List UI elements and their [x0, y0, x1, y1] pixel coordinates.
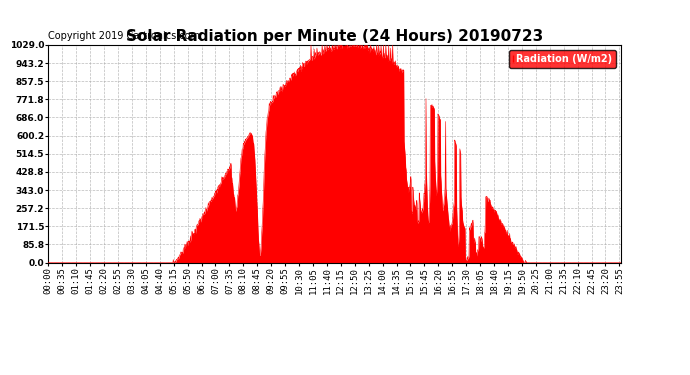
- Text: Copyright 2019 Cartronics.com: Copyright 2019 Cartronics.com: [48, 31, 200, 40]
- Legend: Radiation (W/m2): Radiation (W/m2): [509, 50, 616, 68]
- Title: Solar Radiation per Minute (24 Hours) 20190723: Solar Radiation per Minute (24 Hours) 20…: [126, 29, 543, 44]
